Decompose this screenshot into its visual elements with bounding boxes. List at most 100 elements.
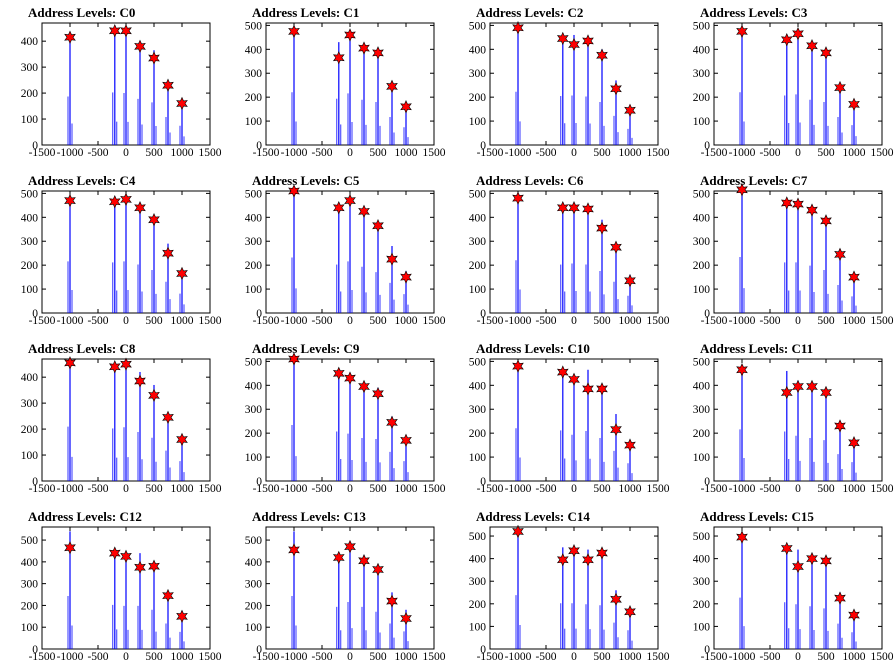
chart-plot-area: -1500 -1000 -500 0 500 1000 1500 0 100 200 300 400 5… — [245, 20, 446, 159]
peak-marker — [344, 371, 356, 385]
peak-marker — [344, 193, 356, 208]
chart-title: Address Levels: C5 — [252, 173, 360, 188]
chart-title: Address Levels: C10 — [476, 341, 590, 356]
chart-plot-area: -1500 -1000 -500 0 500 1000 1500 0 100 200 300 400 5… — [245, 526, 446, 663]
y-tick-label: 500 — [693, 20, 711, 32]
x-tick-label: 0 — [795, 483, 801, 495]
y-tick-label: 200 — [469, 260, 487, 272]
y-tick-label: 200 — [693, 599, 711, 611]
x-tick-label: -500 — [87, 651, 108, 663]
x-tick-label: 1500 — [647, 483, 670, 495]
x-tick-label: -500 — [311, 483, 332, 495]
x-tick-label: 500 — [369, 483, 387, 495]
peak-marker — [148, 559, 160, 573]
peak-marker — [400, 270, 412, 284]
x-tick-label: 0 — [123, 147, 129, 159]
x-tick-label: 0 — [347, 315, 353, 327]
x-tick-label: -1500 — [253, 651, 280, 663]
y-tick-label: 400 — [469, 44, 487, 56]
y-tick-label: 200 — [469, 428, 487, 440]
peak-marker — [582, 553, 594, 567]
y-tick-label: 500 — [245, 20, 263, 32]
peak-marker — [556, 31, 569, 46]
peak-marker — [624, 273, 636, 288]
y-tick-label: 0 — [704, 308, 710, 320]
x-tick-label: -500 — [87, 315, 108, 327]
peak-marker — [288, 24, 300, 39]
y-tick-label: 300 — [245, 68, 263, 80]
y-tick-label: 200 — [693, 260, 711, 272]
x-tick-label: -500 — [759, 651, 780, 663]
y-tick-label: 300 — [21, 236, 39, 248]
x-tick-label: 500 — [369, 315, 387, 327]
x-tick-label: -1000 — [57, 315, 84, 327]
peak-marker — [134, 39, 146, 54]
x-tick-label: 1500 — [423, 651, 446, 663]
y-tick-label: 400 — [245, 557, 263, 569]
peak-marker — [120, 192, 132, 207]
chart-plot-area: -1500 -1000 -500 0 500 1000 1500 0 100 200 300 400 5… — [245, 352, 446, 495]
chart-title: Address Levels: C7 — [700, 173, 808, 188]
x-tick-label: 500 — [593, 147, 611, 159]
peak-marker — [344, 539, 356, 554]
y-tick-label: 0 — [704, 140, 710, 152]
peak-marker — [792, 379, 804, 394]
x-tick-label: 500 — [145, 483, 163, 495]
peak-marker — [820, 554, 832, 568]
x-tick-label: 1000 — [619, 315, 642, 327]
y-tick-label: 500 — [245, 535, 263, 547]
x-tick-label: 500 — [817, 651, 835, 663]
chart-title: Address Levels: C15 — [700, 509, 814, 524]
x-tick-label: -1000 — [57, 147, 84, 159]
y-tick-label: 200 — [693, 92, 711, 104]
chart-plot-area: -1500 -1000 -500 0 500 1000 1500 0 100 200 300 400 5… — [469, 356, 670, 495]
y-tick-label: 500 — [693, 531, 711, 543]
x-tick-label: -1000 — [505, 315, 532, 327]
peak-marker — [582, 382, 594, 396]
y-tick-label: 300 — [693, 576, 711, 588]
x-tick-label: 1000 — [395, 651, 418, 663]
y-tick-label: 300 — [21, 579, 39, 591]
x-tick-label: 1000 — [843, 147, 866, 159]
peak-marker — [780, 385, 793, 400]
y-tick-label: 100 — [245, 622, 263, 634]
peak-marker — [792, 559, 804, 574]
x-tick-label: -1500 — [253, 147, 280, 159]
peak-marker — [288, 543, 300, 557]
peak-marker — [596, 546, 608, 560]
peak-marker — [134, 201, 146, 215]
chart-plot-area: -1500 -1000 -500 0 500 1000 1500 0 100 200 300 400 5… — [469, 20, 670, 159]
y-tick-label: 500 — [469, 356, 487, 368]
x-tick-label: 1000 — [395, 315, 418, 327]
chart-panel: Address Levels: C15 -1500 -1000 -500 0 500 100… — [672, 504, 896, 672]
y-tick-label: 400 — [21, 372, 39, 384]
y-tick-label: 0 — [256, 308, 262, 320]
y-tick-label: 100 — [21, 114, 39, 126]
x-tick-label: 500 — [145, 147, 163, 159]
y-tick-label: 400 — [21, 557, 39, 569]
y-tick-label: 300 — [469, 576, 487, 588]
peak-marker — [288, 352, 300, 366]
x-tick-label: -1500 — [477, 315, 504, 327]
peak-marker — [108, 24, 121, 38]
peak-marker — [806, 38, 818, 53]
peak-marker — [568, 372, 580, 387]
chart-title: Address Levels: C1 — [252, 5, 360, 20]
peak-marker — [806, 551, 818, 566]
x-tick-label: 1500 — [423, 483, 446, 495]
peak-marker — [736, 363, 748, 377]
x-tick-label: 0 — [347, 147, 353, 159]
peak-marker — [372, 218, 384, 233]
y-tick-label: 100 — [21, 284, 39, 296]
peak-marker — [582, 202, 594, 216]
peak-marker — [820, 46, 832, 60]
chart-plot-area: -1500 -1000 -500 0 500 1000 1500 0 100 200 300 400 — [21, 356, 222, 495]
x-tick-label: -500 — [87, 483, 108, 495]
y-tick-label: 0 — [480, 308, 486, 320]
x-tick-label: 0 — [571, 483, 577, 495]
peak-marker — [176, 432, 188, 447]
x-tick-label: -500 — [311, 651, 332, 663]
y-tick-label: 200 — [469, 599, 487, 611]
chart-panel: Address Levels: C3 -1500 -1000 -500 0 500 1000… — [672, 0, 896, 168]
x-tick-label: 1500 — [871, 483, 894, 495]
